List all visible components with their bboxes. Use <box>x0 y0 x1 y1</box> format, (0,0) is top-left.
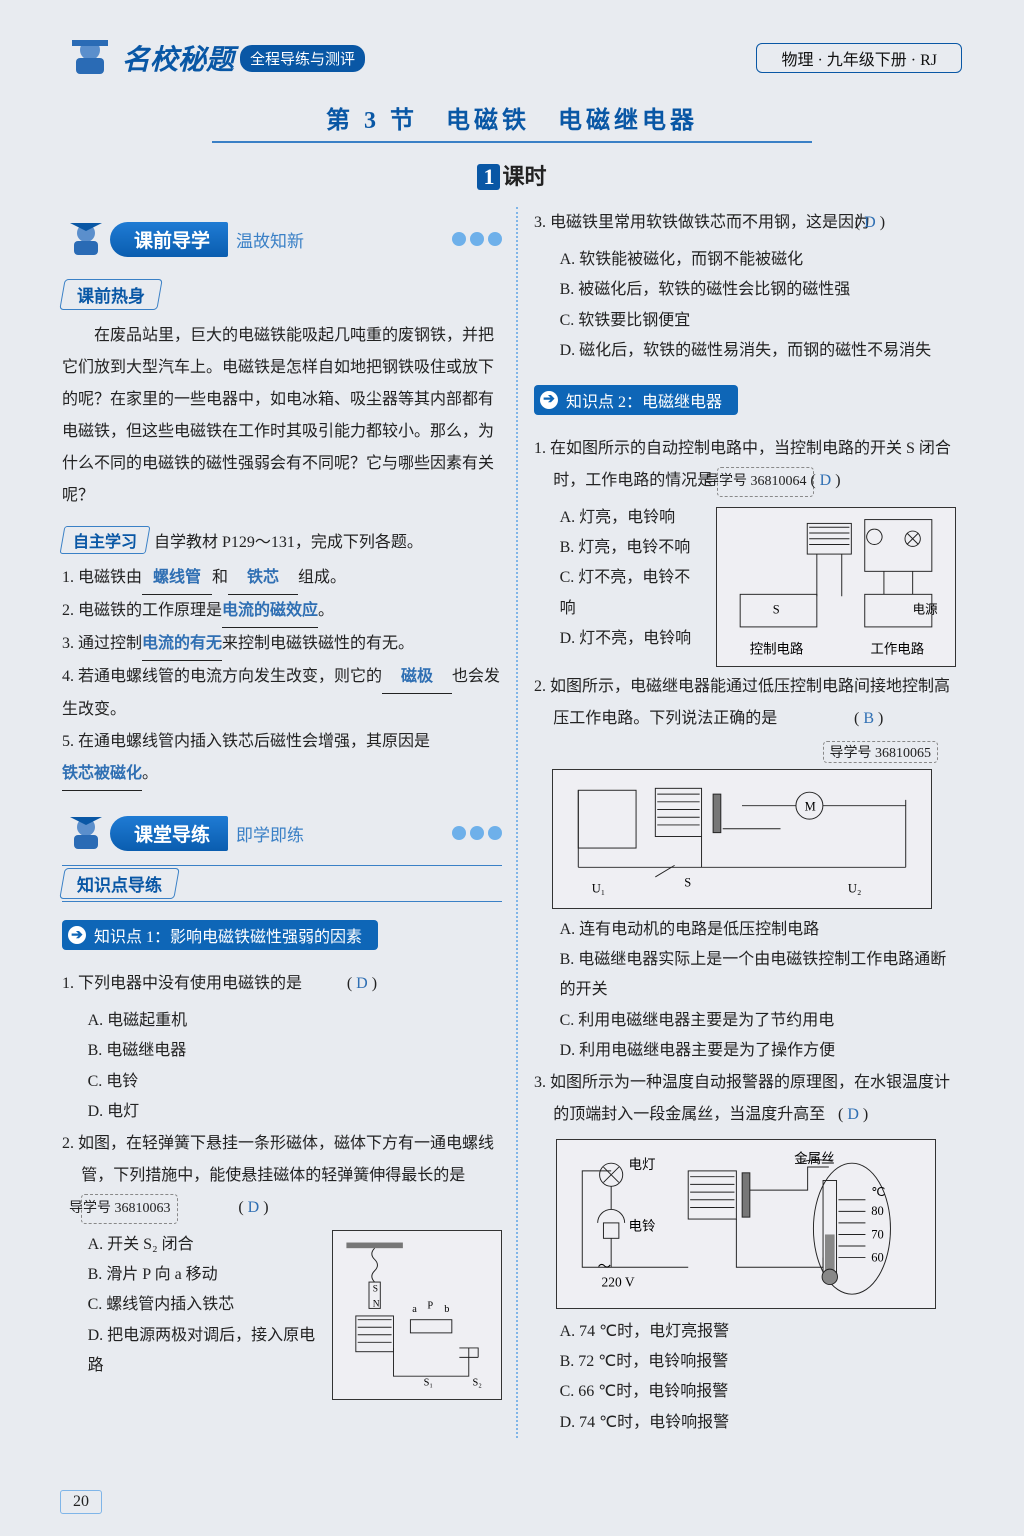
section-title: 第 3 节 电磁铁 电磁继电器 <box>326 108 698 134</box>
fill-item: 5. 在通电螺线管内插入铁芯后磁性会增强，其原因是铁芯被磁化。 <box>62 726 502 791</box>
figure-temp-alarm: 电灯 电铃 220 V ～ 金属丝 ℃ <box>556 1139 936 1309</box>
svg-text:U₂: U₂ <box>848 882 861 896</box>
brand-title: 名校秘题 <box>122 38 234 78</box>
svg-text:～: ～ <box>598 1259 611 1274</box>
q-r2-opt: C. 利用电磁继电器主要是为了节约用电 <box>534 1006 956 1036</box>
q-r2-opt: D. 利用电磁继电器主要是为了操作方便 <box>534 1036 956 1066</box>
svg-text:70: 70 <box>871 1227 884 1241</box>
page-number: 20 <box>60 1490 102 1514</box>
banner-title: 课前导学 <box>110 222 228 257</box>
q-r3b-opt: A. 74 ℃时，电灯亮报警 <box>534 1317 956 1347</box>
q-r2-xuehao: 导学号 36810065 <box>534 741 956 763</box>
self-study-text: 自学教材 P129～131，完成下列各题。 <box>154 528 423 552</box>
subtitle-text: 课时 <box>502 164 546 189</box>
q-l1-opt: B. 电磁继电器 <box>62 1036 502 1066</box>
svg-text:电灯: 电灯 <box>628 1157 655 1172</box>
figure-spring-solenoid: S N a b P S₁ S₂ <box>332 1230 502 1400</box>
brand-subtitle: 全程导练与测评 <box>240 45 365 72</box>
subtitle: 1课时 <box>62 159 962 191</box>
svg-text:S₁: S₁ <box>424 1377 433 1388</box>
svg-text:工作电路: 工作电路 <box>870 642 924 657</box>
kb2: ➔知识点 2：电磁继电器 <box>534 385 738 415</box>
q-l2: 2. 如图，在轻弹簧下悬挂一条形磁体，磁体下方有一通电螺线管，下列措施中，能使悬… <box>62 1128 502 1224</box>
intro-paragraph: 在废品站里，巨大的电磁铁能吸起几吨重的废钢铁，并把它们放到大型汽车上。电磁铁是怎… <box>62 320 502 512</box>
mascot-icon <box>62 215 110 263</box>
subtitle-num: 1 <box>477 164 500 190</box>
banner-inclass: 课堂导练 即学即练 <box>62 809 502 857</box>
q-r2-opt: B. 电磁继电器实际上是一个由电磁铁控制工作电路通断的开关 <box>534 945 956 1006</box>
svg-text:电铃: 电铃 <box>628 1218 655 1233</box>
figure-relay-motor: M U₁ S U₂ <box>552 769 932 909</box>
title-row: 第 3 节 电磁铁 电磁继电器 <box>62 100 962 143</box>
q-l1-opt: A. 电磁起重机 <box>62 1006 502 1036</box>
svg-text:M: M <box>805 800 816 814</box>
svg-text:℃: ℃ <box>871 1185 885 1199</box>
banner-preclass: 课前导学 温故知新 <box>62 215 502 263</box>
q-r2: 2. 如图所示，电磁继电器能通过低压控制电路间接地控制高压工作电路。下列说法正确… <box>534 671 956 735</box>
sub-warmup: 课前热身 <box>59 279 162 310</box>
fill-item: 2. 电磁铁的工作原理是电流的磁效应。 <box>62 595 502 628</box>
svg-text:b: b <box>444 1304 449 1315</box>
svg-text:S: S <box>373 1284 378 1294</box>
self-study-label: 自主学习 <box>60 526 151 554</box>
q-l1-opt: C. 电铃 <box>62 1067 502 1097</box>
kb1: ➔知识点 1：影响电磁铁磁性强弱的因素 <box>62 920 378 950</box>
q-r3-opt: A. 软铁能被磁化，而钢不能被磁化 <box>534 245 956 275</box>
mascot-icon <box>62 30 118 86</box>
svg-text:金属丝: 金属丝 <box>794 1151 834 1166</box>
q-r1: 1. 在如图所示的自动控制电路中，当控制电路的开关 S 闭合时，工作电路的情况是… <box>534 433 956 497</box>
svg-text:60: 60 <box>871 1250 884 1264</box>
topbar: 名校秘题 全程导练与测评 物理 · 九年级下册 · RJ <box>62 30 962 86</box>
svg-text:80: 80 <box>871 1204 884 1218</box>
q-r2-opt: A. 连有电动机的电路是低压控制电路 <box>534 915 956 945</box>
svg-text:S: S <box>684 876 691 890</box>
svg-text:U₁: U₁ <box>592 882 605 896</box>
right-column: 3. 电磁铁里常用软铁做铁芯而不用钢，这是因为 ( D ) A. 软铁能被磁化，… <box>516 207 956 1438</box>
q-l2-body: S N ab P S₁ S₂ A. 开关 S₂ 闭合 B. 滑片 P 向 a 移… <box>62 1230 502 1400</box>
sub-kbpractice-line: 知识点导练 <box>62 865 502 902</box>
banner-title: 课堂导练 <box>110 816 228 851</box>
svg-text:S: S <box>773 602 780 616</box>
q-r1-body: S 控制电路 电源 工作电路 A. 灯亮，电铃响 B. 灯亮，电铃不响 C. 灯… <box>534 503 956 671</box>
left-column: 课前导学 温故知新 课前热身 在废品站里，巨大的电磁铁能吸起几吨重的废钢铁，并把… <box>62 207 502 1438</box>
fill-item: 1. 电磁铁由螺线管和铁芯组成。 <box>62 562 502 595</box>
svg-text:220 V: 220 V <box>602 1274 635 1289</box>
banner-sub: 温故知新 <box>236 227 304 252</box>
fill-item: 4. 若通电螺线管的电流方向发生改变，则它的磁极也会发生改变。 <box>62 661 502 726</box>
fill-list: 1. 电磁铁由螺线管和铁芯组成。 2. 电磁铁的工作原理是电流的磁效应。 3. … <box>62 562 502 791</box>
figure-relay-control: S 控制电路 电源 工作电路 <box>716 507 956 667</box>
topbar-left: 名校秘题 全程导练与测评 <box>62 30 365 86</box>
svg-text:控制电路: 控制电路 <box>750 642 804 657</box>
arrow-icon: ➔ <box>540 391 558 409</box>
svg-text:P: P <box>427 1300 433 1311</box>
sub-kbpractice: 知识点导练 <box>59 868 179 899</box>
subject-badge: 物理 · 九年级下册 · RJ <box>756 43 962 73</box>
svg-text:S₂: S₂ <box>473 1377 483 1388</box>
svg-text:电源: 电源 <box>913 602 938 616</box>
q-r3-opt: D. 磁化后，软铁的磁性易消失，而钢的磁性不易消失 <box>534 336 956 366</box>
q-r3b-opt: D. 74 ℃时，电铃响报警 <box>534 1408 956 1438</box>
q-r3b-opt: B. 72 ℃时，电铃响报警 <box>534 1347 956 1377</box>
kb1-row: ➔知识点 1：影响电磁铁磁性强弱的因素 <box>62 910 502 960</box>
q-r3: 3. 电磁铁里常用软铁做铁芯而不用钢，这是因为 ( D ) <box>534 207 956 239</box>
fill-item: 3. 通过控制电流的有无来控制电磁铁磁性的有无。 <box>62 628 502 661</box>
banner-sub: 即学即练 <box>236 821 304 846</box>
q-l1-opt: D. 电灯 <box>62 1097 502 1127</box>
q-l1: 1. 下列电器中没有使用电磁铁的是 ( D ) <box>62 968 502 1000</box>
q-r3b-opt: C. 66 ℃时，电铃响报警 <box>534 1377 956 1407</box>
q-r3-opt: B. 被磁化后，软铁的磁性会比钢的磁性强 <box>534 275 956 305</box>
kb2-row: ➔知识点 2：电磁继电器 <box>534 375 956 425</box>
self-study-row: 自主学习 自学教材 P129～131，完成下列各题。 <box>62 526 423 554</box>
mascot-icon <box>62 809 110 857</box>
q-r3-opt: C. 软铁要比钢便宜 <box>534 306 956 336</box>
arrow-icon: ➔ <box>68 926 86 944</box>
svg-text:a: a <box>412 1304 417 1315</box>
svg-text:N: N <box>373 1299 380 1309</box>
q-r3b: 3. 如图所示为一种温度自动报警器的原理图，在水银温度计的顶端封入一段金属丝，当… <box>534 1067 956 1131</box>
